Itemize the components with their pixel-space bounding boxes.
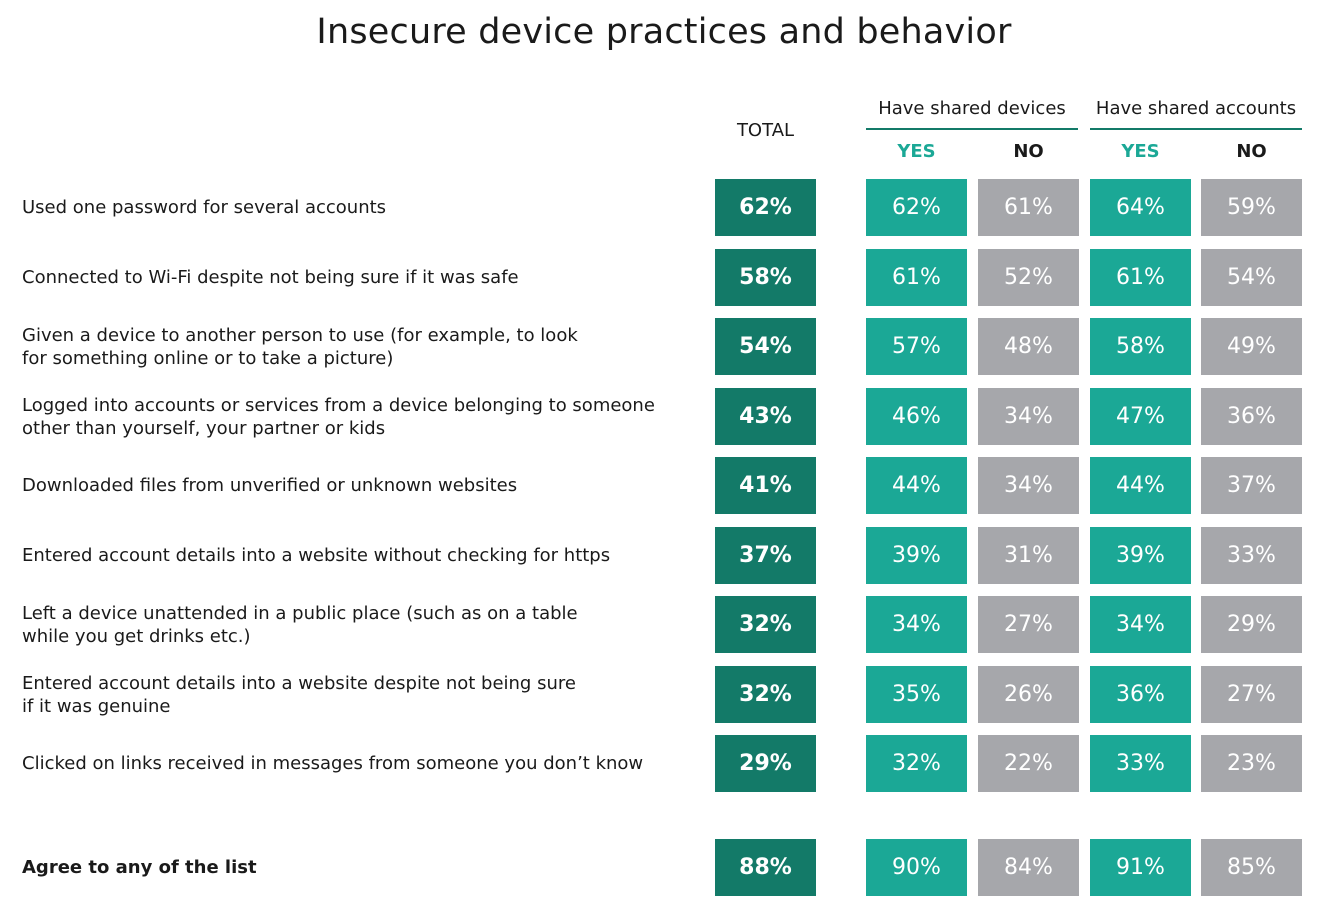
cell-accounts-no: 37%	[1201, 457, 1302, 514]
cell-total: 37%	[715, 527, 816, 584]
subheader-devices-yes: YES	[897, 141, 936, 162]
cell-total: 29%	[715, 735, 816, 792]
cell-devices-no: 34%	[978, 457, 1079, 514]
cell-devices-no: 22%	[978, 735, 1079, 792]
column-header-total: TOTAL	[736, 120, 795, 141]
cell-accounts-no: 85%	[1201, 839, 1302, 896]
cell-devices-yes: 46%	[866, 388, 967, 445]
row-label: Entered account details into a website w…	[22, 545, 611, 566]
cell-devices-yes: 35%	[866, 666, 967, 723]
cell-accounts-yes: 64%	[1090, 179, 1191, 236]
row-label: Used one password for several accounts	[22, 197, 387, 218]
group-header-shared-accounts: Have shared accounts	[1095, 98, 1297, 119]
cell-accounts-no: 29%	[1201, 596, 1302, 653]
cell-devices-no: 31%	[978, 527, 1079, 584]
cell-accounts-no: 33%	[1201, 527, 1302, 584]
cell-accounts-yes: 34%	[1090, 596, 1191, 653]
cell-accounts-yes: 36%	[1090, 666, 1191, 723]
cell-total: 32%	[715, 596, 816, 653]
cell-devices-no: 52%	[978, 249, 1079, 306]
cell-devices-yes: 34%	[866, 596, 967, 653]
cell-accounts-no: 23%	[1201, 735, 1302, 792]
row-label: Entered account details into a website d…	[22, 672, 576, 717]
subheader-devices-no: NO	[1013, 141, 1044, 162]
cell-devices-no: 48%	[978, 318, 1079, 375]
row-label: Downloaded files from unverified or unkn…	[22, 475, 518, 496]
cell-devices-yes: 90%	[866, 839, 967, 896]
cell-accounts-yes: 91%	[1090, 839, 1191, 896]
cell-devices-no: 34%	[978, 388, 1079, 445]
cell-accounts-yes: 39%	[1090, 527, 1191, 584]
cell-devices-yes: 44%	[866, 457, 967, 514]
cell-accounts-no: 49%	[1201, 318, 1302, 375]
cell-devices-yes: 32%	[866, 735, 967, 792]
cell-devices-yes: 61%	[866, 249, 967, 306]
cell-accounts-no: 54%	[1201, 249, 1302, 306]
chart-title: Insecure device practices and behavior	[316, 12, 1012, 52]
subheader-accounts-yes: YES	[1121, 141, 1160, 162]
cell-devices-yes: 39%	[866, 527, 967, 584]
cell-accounts-no: 27%	[1201, 666, 1302, 723]
cell-devices-no: 27%	[978, 596, 1079, 653]
cell-devices-yes: 62%	[866, 179, 967, 236]
cell-accounts-yes: 47%	[1090, 388, 1191, 445]
cell-devices-no: 84%	[978, 839, 1079, 896]
cell-total: 62%	[715, 179, 816, 236]
cell-accounts-yes: 44%	[1090, 457, 1191, 514]
cell-devices-no: 61%	[978, 179, 1079, 236]
cell-total: 88%	[715, 839, 816, 896]
cell-devices-no: 26%	[978, 666, 1079, 723]
group-underline-shared-accounts	[1090, 128, 1302, 130]
subheader-accounts-no: NO	[1236, 141, 1267, 162]
row-label: Clicked on links received in messages fr…	[22, 753, 644, 774]
cell-total: 32%	[715, 666, 816, 723]
group-header-shared-devices: Have shared devices	[878, 98, 1066, 119]
cell-accounts-yes: 33%	[1090, 735, 1191, 792]
cell-total: 54%	[715, 318, 816, 375]
cell-accounts-no: 36%	[1201, 388, 1302, 445]
cell-accounts-yes: 58%	[1090, 318, 1191, 375]
group-underline-shared-devices	[866, 128, 1078, 130]
cell-accounts-yes: 61%	[1090, 249, 1191, 306]
cell-accounts-no: 59%	[1201, 179, 1302, 236]
cell-devices-yes: 57%	[866, 318, 967, 375]
cell-total: 43%	[715, 388, 816, 445]
row-label: Given a device to another person to use …	[22, 324, 578, 369]
row-label: Left a device unattended in a public pla…	[22, 602, 578, 647]
row-label: Logged into accounts or services from a …	[22, 394, 655, 439]
cell-total: 41%	[715, 457, 816, 514]
row-label: Connected to Wi-Fi despite not being sur…	[22, 267, 519, 288]
cell-total: 58%	[715, 249, 816, 306]
summary-row-label: Agree to any of the list	[22, 857, 257, 878]
